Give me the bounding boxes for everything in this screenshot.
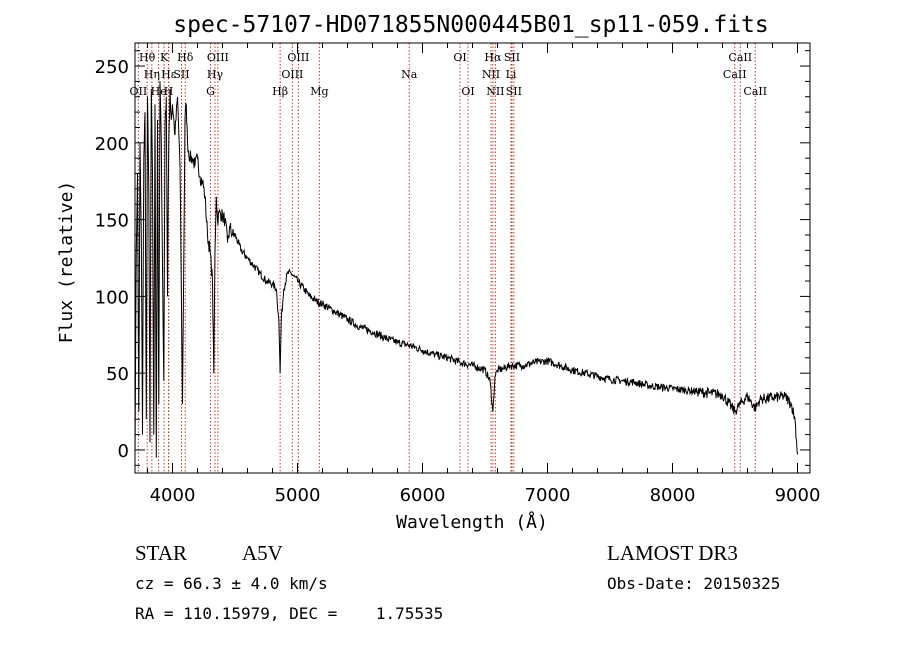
line-label-22: Li <box>506 68 517 81</box>
redshift-cz: cz = 66.3 ± 4.0 km/s <box>135 574 328 593</box>
spectral-line-markers <box>137 43 756 473</box>
spectrum-series <box>134 81 798 458</box>
x-axis: 4000 5000 6000 7000 8000 9000 <box>147 43 821 506</box>
chart-title: spec-57107-HD071855N000445B01_sp11-059.f… <box>173 12 768 38</box>
x-axis-label: Wavelength (Å) <box>396 511 548 533</box>
object-subclass: A5V <box>242 541 283 565</box>
line-label-12: Hβ <box>272 85 288 98</box>
line-label-16: Na <box>401 68 418 81</box>
x-tick-label-3: 7000 <box>525 485 571 506</box>
survey-name: LAMOST DR3 <box>607 541 738 565</box>
y-tick-label-2: 100 <box>95 287 129 308</box>
line-label-10: Hγ <box>207 68 224 81</box>
x-tick-label-0: 4000 <box>150 485 196 506</box>
line-label-18: OI <box>461 85 474 98</box>
y-axis: 0 50 100 150 200 250 <box>95 50 810 466</box>
line-label-21: NII <box>486 85 504 98</box>
line-label-5: H <box>164 85 174 98</box>
line-label-1: OII <box>130 85 148 98</box>
line-label-9: G <box>206 85 215 98</box>
line-label-27: CaII <box>743 85 767 98</box>
line-label-6: Hε <box>161 68 177 81</box>
line-label-4: K <box>160 51 169 64</box>
x-tick-label-1: 5000 <box>275 485 321 506</box>
line-label-25: CaII <box>723 68 747 81</box>
plot-frame <box>134 42 811 474</box>
y-tick-label-0: 0 <box>118 441 129 462</box>
line-label-19: NII <box>482 68 500 81</box>
line-label-0: Hθ <box>139 51 156 64</box>
line-label-7: SII <box>173 68 189 81</box>
line-label-13: OIII <box>281 68 303 81</box>
spectral-line-labels: HθOIIHηHeKHHεSIIHδGHγOIIIHβOIIIOIIIMgNaO… <box>130 51 768 98</box>
object-class: STAR <box>135 541 187 565</box>
line-label-24: SII <box>506 85 522 98</box>
y-tick-label-1: 50 <box>106 364 129 385</box>
line-label-15: Mg <box>310 85 328 98</box>
y-axis-label: Flux (relative) <box>56 181 77 344</box>
line-label-17: OI <box>453 51 466 64</box>
y-tick-label-3: 150 <box>95 211 129 232</box>
line-label-3: He <box>151 85 167 98</box>
y-tick-label-5: 250 <box>95 57 129 78</box>
line-label-14: OIII <box>287 51 309 64</box>
x-tick-label-2: 6000 <box>400 485 446 506</box>
line-label-2: Hη <box>144 68 160 81</box>
line-label-26: CaII <box>728 51 752 64</box>
y-tick-label-4: 200 <box>95 134 129 155</box>
line-label-8: Hδ <box>177 51 194 64</box>
line-label-23: SII <box>504 51 520 64</box>
observation-date: Obs-Date: 20150325 <box>607 574 780 593</box>
line-label-11: OIII <box>207 51 229 64</box>
x-tick-label-4: 8000 <box>650 485 696 506</box>
line-label-20: Hα <box>484 51 502 64</box>
coordinates: RA = 110.15979, DEC = 1.75535 <box>135 604 443 623</box>
x-tick-label-5: 9000 <box>775 485 821 506</box>
